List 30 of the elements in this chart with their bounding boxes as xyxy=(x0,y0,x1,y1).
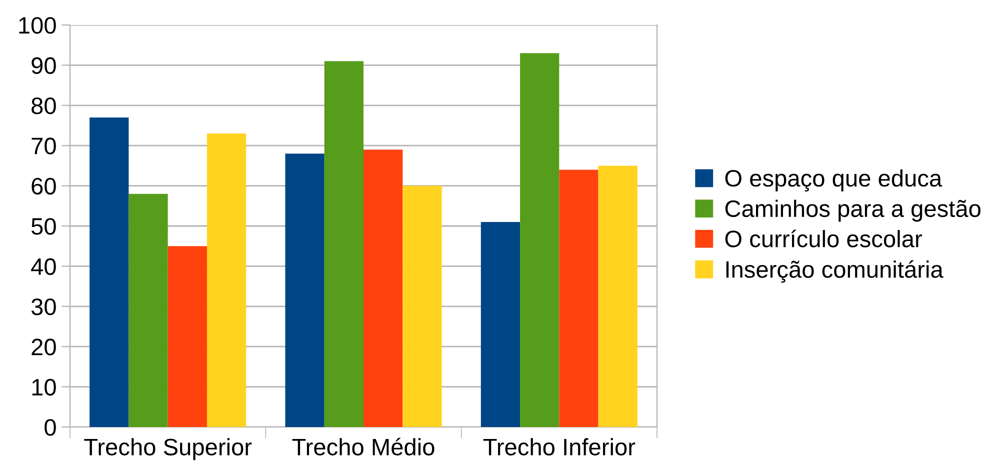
y-tick-label: 0 xyxy=(44,419,56,436)
y-tick-label: 10 xyxy=(32,378,56,396)
bar xyxy=(364,150,403,427)
bar xyxy=(206,134,246,427)
bar xyxy=(90,117,129,427)
bar xyxy=(285,154,324,427)
legend-label: Inserção comunitária xyxy=(726,260,944,283)
bar xyxy=(520,53,560,427)
legend-label: Caminhos para a gestão xyxy=(725,200,980,222)
y-tick-label: 100 xyxy=(19,17,56,34)
y-tick-label: 30 xyxy=(31,298,56,316)
y-tick-label: 60 xyxy=(32,178,56,195)
bar xyxy=(402,186,442,427)
y-tick-label: 40 xyxy=(31,258,56,275)
bar xyxy=(480,222,520,427)
bar xyxy=(559,170,598,427)
x-tick-label: Trecho Inferior xyxy=(483,438,636,456)
x-tick-label: Trecho Médio xyxy=(292,438,434,456)
y-tick-label: 20 xyxy=(32,338,56,356)
y-tick-label: 50 xyxy=(31,218,56,235)
legend-label: O espaço que educa xyxy=(725,169,942,192)
y-tick-label: 90 xyxy=(32,57,56,74)
bar xyxy=(128,194,168,427)
y-tick-label: 80 xyxy=(32,97,56,114)
x-tick-label: Trecho Superior xyxy=(84,438,252,460)
legend-label: O currículo escolar xyxy=(725,230,922,248)
bar xyxy=(168,246,207,427)
bar xyxy=(324,61,364,427)
bar xyxy=(598,166,638,427)
y-tick-label: 70 xyxy=(32,138,56,154)
